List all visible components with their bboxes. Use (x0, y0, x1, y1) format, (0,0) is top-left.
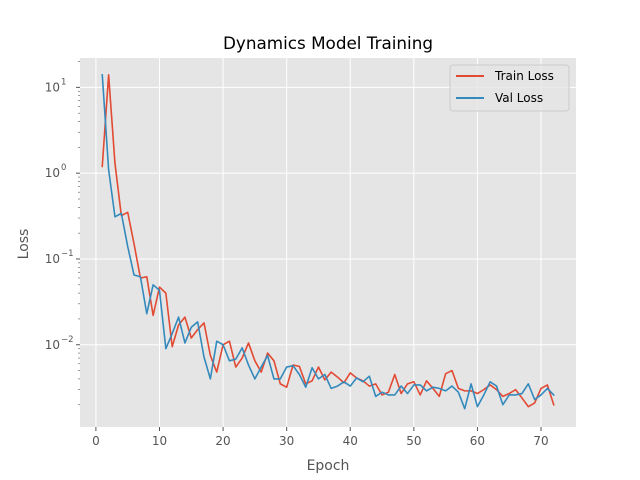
x-tick-label: 50 (406, 434, 421, 448)
y-tick-exponent: 1 (61, 77, 66, 87)
series-lines (101, 73, 555, 410)
legend: Train Loss Val Loss (449, 64, 570, 112)
y-tick-exponent: −2 (61, 335, 74, 345)
x-tick-label: 60 (470, 434, 485, 448)
legend-label-train-loss: Train Loss (494, 69, 554, 83)
x-tick-label: 20 (215, 434, 230, 448)
y-tick-base: 10 (45, 338, 60, 352)
x-tick-label: 40 (343, 434, 358, 448)
y-tick-exponent: 0 (61, 163, 66, 173)
x-axis-ticks: 0 10 20 30 40 50 60 70 (92, 427, 549, 448)
grid (80, 58, 576, 427)
x-axis-label: Epoch (307, 458, 350, 474)
series-line-train-loss (101, 74, 555, 408)
series-line-val-loss (101, 73, 555, 410)
y-tick-base: 10 (45, 80, 60, 94)
y-axis-label: Loss (16, 229, 32, 260)
x-tick-label: 70 (533, 434, 548, 448)
y-tick-label: 10 (45, 338, 60, 352)
y-tick-exponent: −1 (61, 249, 74, 259)
x-tick-label: 0 (92, 434, 100, 448)
y-tick-label: 10 (45, 252, 60, 266)
y-tick-label: 10 (45, 166, 60, 180)
y-tick-base: 10 (45, 166, 60, 180)
legend-label-val-loss: Val Loss (495, 91, 543, 105)
x-tick-label: 10 (152, 434, 167, 448)
y-tick-base: 10 (45, 252, 60, 266)
chart-title: Dynamics Model Training (223, 33, 433, 53)
x-tick-label: 30 (279, 434, 294, 448)
y-tick-label: 10 (45, 80, 60, 94)
plot-area (80, 58, 576, 427)
